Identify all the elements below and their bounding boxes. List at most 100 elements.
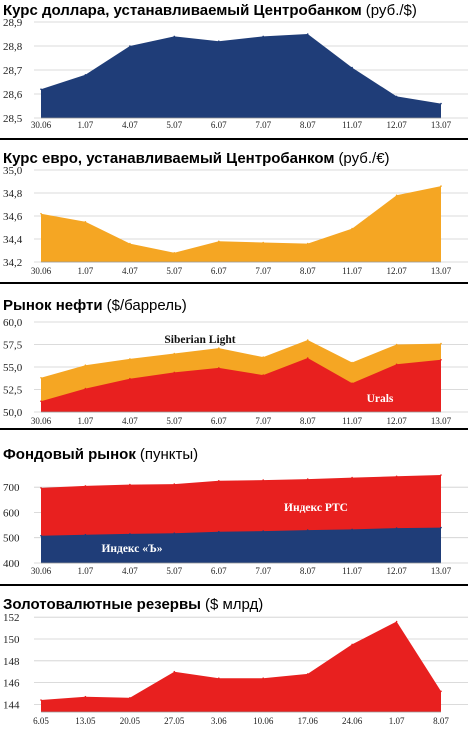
data-point — [306, 357, 309, 359]
data-point — [40, 487, 42, 489]
svg-text:Золотовалютные резервы($ млрд): Золотовалютные резервы ($ млрд) — [3, 596, 263, 613]
data-point — [306, 478, 309, 480]
series-area — [41, 527, 441, 563]
stock-market-chart: Фондовый рынок (пункты) 400 500 600 700 30.06… — [3, 446, 468, 576]
data-point — [395, 194, 398, 197]
data-point — [262, 530, 265, 532]
data-point — [351, 361, 353, 364]
series-label: Индекс РТС — [284, 502, 348, 514]
x-tick-label: 1.07 — [78, 566, 94, 576]
x-tick-label: 5.07 — [166, 120, 182, 130]
data-point — [440, 185, 442, 187]
y-tick-label: 28,7 — [3, 65, 23, 77]
x-tick-label: 12.07 — [386, 566, 407, 576]
x-tick-label: 13.07 — [431, 566, 452, 576]
x-tick-label: 8.07 — [300, 416, 316, 426]
data-point — [395, 475, 398, 478]
data-point — [351, 528, 353, 531]
x-tick-label: 6.07 — [211, 120, 227, 130]
data-point — [173, 252, 176, 254]
x-tick-label: 4.07 — [122, 416, 138, 426]
data-point — [262, 35, 265, 38]
y-tick-label: 600 — [3, 507, 20, 519]
data-point — [306, 33, 309, 35]
x-tick-label: 6.07 — [211, 416, 227, 426]
data-point — [40, 88, 42, 90]
data-point — [40, 534, 42, 537]
chart-subtitle: ($ млрд) — [205, 596, 263, 613]
data-point — [440, 474, 442, 476]
y-tick-label: 60,0 — [3, 317, 23, 329]
data-point — [262, 479, 265, 481]
data-point — [218, 347, 220, 349]
data-point — [395, 620, 398, 623]
data-point — [351, 66, 353, 69]
data-point — [218, 240, 220, 243]
x-tick-label: 6.07 — [211, 566, 227, 576]
y-tick-label: 52,5 — [3, 385, 23, 397]
data-point — [218, 480, 220, 482]
x-tick-label: 3.06 — [211, 716, 227, 726]
x-tick-label: 7.07 — [255, 416, 271, 426]
data-point — [440, 342, 442, 345]
data-point — [440, 690, 442, 693]
x-tick-label: 8.07 — [300, 120, 316, 130]
y-tick-label: 34,4 — [3, 234, 23, 246]
series-area — [41, 621, 441, 712]
data-point — [440, 359, 442, 361]
data-point — [262, 374, 265, 376]
data-point — [306, 242, 309, 245]
x-tick-label: 13.07 — [431, 266, 452, 276]
oil-market-chart: Рынок нефти ($/баррель) 50,0 52,5 55,0 57,5 6… — [3, 297, 468, 426]
series-label: Siberian Light — [164, 334, 235, 346]
svg-text:Курс доллара, устанавливаемый: Курс доллара, устанавливаемый Центробанк… — [3, 2, 417, 19]
x-tick-label: 8.07 — [300, 266, 316, 276]
chart-subtitle: (руб./€) — [338, 150, 389, 167]
data-point — [262, 241, 265, 244]
x-tick-label: 1.07 — [78, 120, 94, 130]
y-tick-label: 700 — [3, 482, 20, 494]
x-tick-label: 6.05 — [33, 716, 49, 726]
y-tick-label: 34,6 — [3, 211, 23, 223]
x-tick-label: 11.07 — [342, 120, 362, 130]
data-point — [351, 227, 353, 230]
reserves-chart: Золотовалютные резервы ($ млрд) 144 146 148… — [3, 596, 468, 726]
data-point — [173, 35, 176, 38]
y-tick-label: 150 — [3, 634, 20, 646]
x-tick-label: 12.07 — [386, 120, 407, 130]
x-tick-label: 30.06 — [31, 266, 52, 276]
chart-title: Курс евро, устанавливаемый Центробанком — [3, 150, 334, 167]
x-tick-label: 7.07 — [255, 566, 271, 576]
data-point — [395, 343, 398, 346]
y-tick-label: 55,0 — [3, 362, 23, 374]
chart-subtitle: (руб./$) — [366, 2, 417, 19]
data-point — [218, 677, 220, 679]
chart-title: Рынок нефти — [3, 297, 103, 314]
data-point — [129, 483, 131, 486]
x-tick-label: 8.07 — [433, 716, 449, 726]
data-point — [84, 74, 87, 76]
x-tick-label: 6.07 — [211, 266, 227, 276]
y-tick-label: 152 — [3, 612, 20, 624]
series-label: Urals — [367, 393, 394, 405]
data-point — [218, 530, 220, 533]
x-tick-label: 1.07 — [78, 416, 94, 426]
x-tick-label: 13.05 — [75, 716, 96, 726]
x-tick-label: 12.07 — [386, 416, 407, 426]
series-label: Индекс «Ъ» — [101, 543, 162, 555]
x-tick-label: 1.07 — [389, 716, 405, 726]
y-tick-label: 34,2 — [3, 257, 22, 269]
x-tick-label: 5.07 — [166, 566, 182, 576]
data-point — [40, 400, 42, 403]
x-tick-label: 8.07 — [300, 566, 316, 576]
x-tick-label: 17.06 — [298, 716, 319, 726]
x-tick-label: 5.07 — [166, 266, 182, 276]
x-tick-label: 12.07 — [386, 266, 407, 276]
data-point — [84, 695, 87, 698]
data-point — [173, 352, 176, 355]
chart-title: Курс доллара, устанавливаемый Центробанк… — [3, 2, 362, 19]
x-tick-label: 27.05 — [164, 716, 185, 726]
data-point — [262, 356, 265, 358]
x-tick-label: 20.05 — [120, 716, 141, 726]
